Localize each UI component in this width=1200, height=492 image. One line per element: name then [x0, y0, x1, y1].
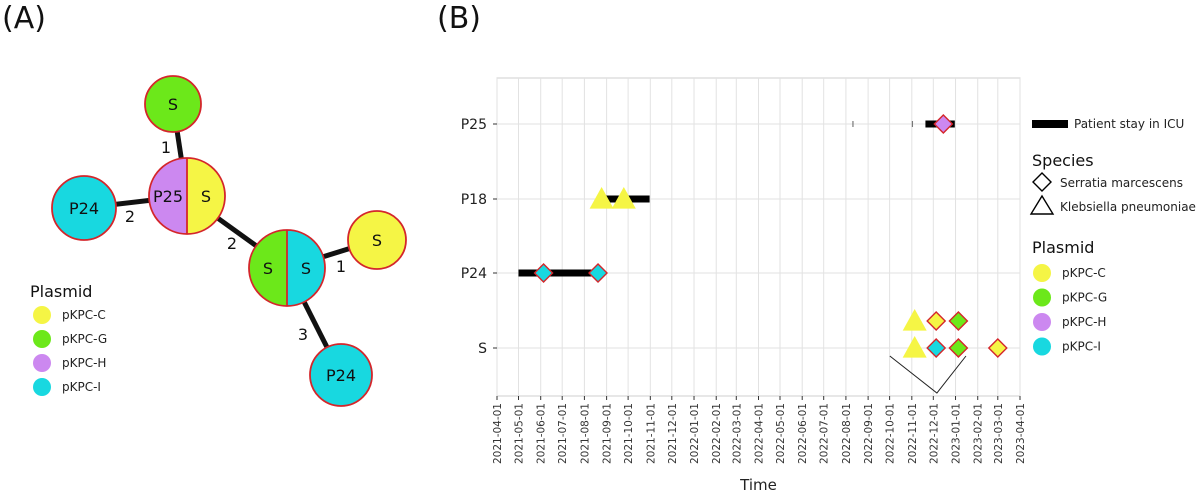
x-tick-label: 2022-03-01	[731, 403, 743, 464]
legend-plasmid-swatch	[1033, 289, 1051, 307]
y-tick-label: S	[478, 341, 487, 357]
node-label: S	[168, 95, 178, 114]
x-tick-label: 2023-03-01	[993, 403, 1005, 464]
icu-stay-bar	[852, 121, 853, 127]
legend-item-label: pKPC-G	[62, 332, 107, 346]
legend-title: Plasmid	[30, 282, 92, 301]
legend-plasmid-label: pKPC-I	[1062, 340, 1101, 354]
x-tick-label: 2021-08-01	[579, 403, 591, 464]
y-tick-label: P24	[461, 266, 487, 282]
x-tick-label: 2022-07-01	[819, 403, 831, 464]
x-tick-label: 2021-09-01	[602, 403, 614, 464]
x-tick-label: 2022-06-01	[797, 403, 809, 464]
x-tick-label: 2021-11-01	[645, 403, 657, 464]
node-label: P24	[69, 199, 99, 218]
x-tick-label: 2021-05-01	[513, 403, 525, 464]
legend-item-label: pKPC-H	[62, 356, 106, 370]
x-tick-label: 2022-09-01	[863, 403, 875, 464]
x-tick-label: 2022-02-01	[711, 403, 723, 464]
x-tick-label: 2021-10-01	[623, 403, 635, 464]
edge-weight-label: 1	[336, 257, 346, 276]
x-axis-title: Time	[739, 476, 777, 492]
legend-swatch	[33, 354, 51, 372]
node-center: P25 S	[149, 158, 225, 234]
x-tick-label: 2022-11-01	[907, 403, 919, 464]
legend-species-label: Serratia marcescens	[1060, 176, 1183, 190]
legend-triangle-symbol	[1031, 196, 1053, 214]
legend-plasmid-swatch	[1033, 338, 1051, 356]
node-left: P24	[52, 176, 116, 240]
legend-plasmid-label: pKPC-H	[1062, 315, 1106, 329]
legend-plasmid-swatch	[1033, 313, 1051, 331]
node-label: S	[263, 259, 273, 278]
edge-weight-label: 1	[161, 138, 171, 157]
panel-b-label: (B)	[437, 1, 481, 36]
x-tick-label: 2022-01-01	[689, 403, 701, 464]
legend-swatch	[33, 330, 51, 348]
x-tick-label: 2022-04-01	[754, 403, 766, 464]
legend-species-title: Species	[1032, 151, 1094, 170]
x-tick-label: 2022-10-01	[885, 403, 897, 464]
timeline-legend: Patient stay in ICU Species Serratia marce…	[1031, 117, 1196, 356]
node-right: S	[348, 211, 406, 269]
x-tick-label: 2023-02-01	[973, 403, 985, 464]
x-tick-label: 2022-05-01	[775, 403, 787, 464]
panel-b-timeline: (B) P25 P18 P24 S 2021-04-01 2021-05-01 2021-0…	[437, 1, 1196, 492]
edge-weight-label: 2	[227, 234, 237, 253]
plasmid-legend-a: Plasmid pKPC-C pKPC-G pKPC-H pKPC-I	[30, 282, 107, 396]
legend-plasmid-label: pKPC-G	[1062, 291, 1107, 305]
legend-item-label: pKPC-C	[62, 308, 106, 322]
x-tick-label: 2021-07-01	[557, 403, 569, 464]
edge-weight-label: 3	[298, 325, 308, 344]
legend-swatch	[33, 378, 51, 396]
edge-weight-label: 2	[125, 207, 135, 226]
node-label: P25	[153, 187, 183, 206]
network-edges: 1 2 2 1 3	[84, 104, 377, 375]
legend-plasmid-title: Plasmid	[1032, 238, 1094, 257]
legend-item-label: pKPC-I	[62, 380, 101, 394]
figure-canvas: (A) 12213 SP25 SP24S SSP24 PlasmidpKPC-CpK…	[0, 0, 1200, 492]
node-label: P24	[326, 366, 356, 385]
node-label: S	[201, 187, 211, 206]
x-tick-label: 2023-04-01	[1015, 403, 1027, 464]
node-bottom: P24	[310, 344, 372, 406]
timeline-plot: P25 P18 P24 S 2021-04-01 2021-05-01 2021-06-01…	[461, 78, 1027, 492]
node-label: S	[372, 231, 382, 250]
panel-a-label: (A)	[2, 1, 46, 36]
x-tick-label: 2021-06-01	[536, 403, 548, 464]
legend-diamond-symbol	[1033, 173, 1051, 191]
x-tick-label: 2022-12-01	[928, 403, 940, 464]
y-tick-label: P25	[461, 117, 487, 133]
x-tick-label: 2022-08-01	[841, 403, 853, 464]
legend-icu-label: Patient stay in ICU	[1074, 117, 1184, 131]
icu-stay-bar	[912, 121, 913, 127]
node-top: S	[145, 76, 201, 132]
x-tick-label: 2021-12-01	[667, 403, 679, 464]
legend-plasmid-label: pKPC-C	[1062, 266, 1106, 280]
x-tick-label: 2021-04-01	[492, 403, 504, 464]
legend-plasmid-swatch	[1033, 264, 1051, 282]
legend-swatch	[33, 306, 51, 324]
legend-icu-swatch	[1032, 120, 1068, 128]
icu-stay-bar	[518, 270, 598, 277]
y-tick-label: P18	[461, 192, 487, 208]
legend-species-label: Klebsiella pneumoniae	[1060, 200, 1196, 214]
node-label: S	[301, 259, 311, 278]
x-tick-label: 2023-01-01	[951, 403, 963, 464]
